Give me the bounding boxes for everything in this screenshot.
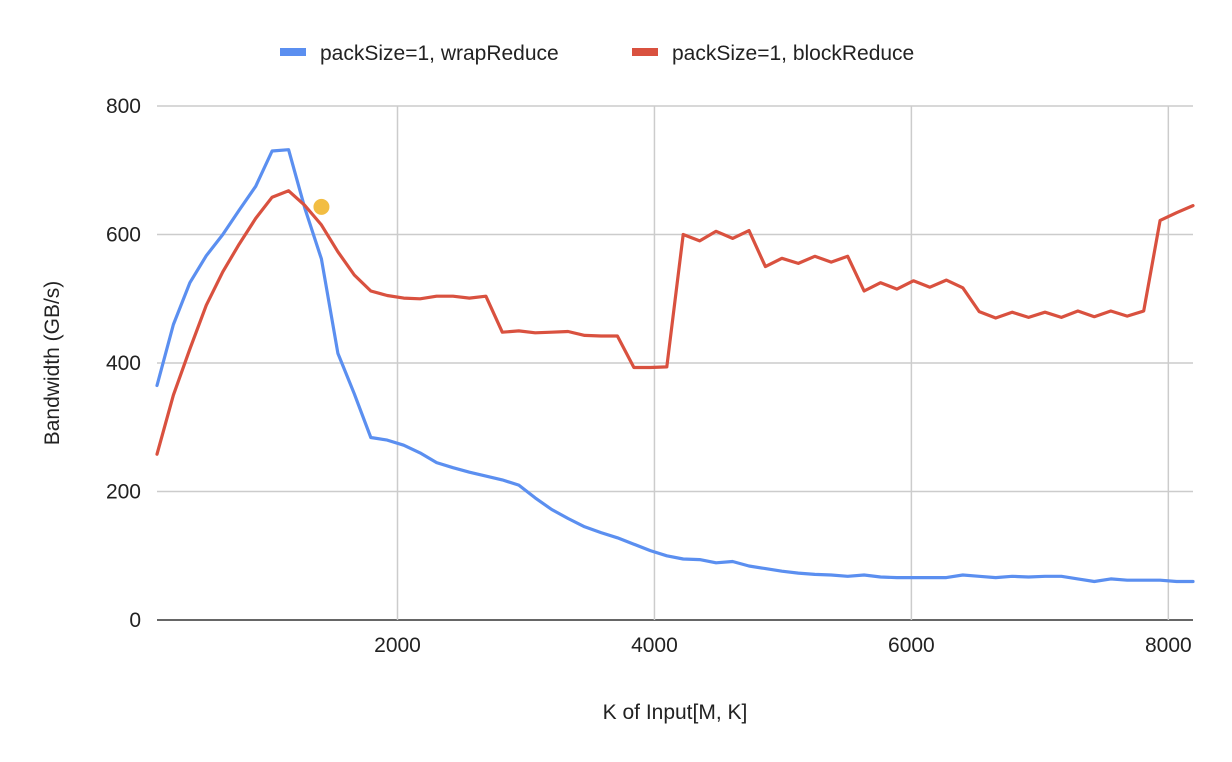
legend-swatch <box>632 48 658 56</box>
legend-item-2: packSize=1, blockReduce <box>632 42 914 65</box>
series-line-2 <box>155 189 1195 456</box>
x-tick-label: 4000 <box>631 634 678 657</box>
y-tick-label: 400 <box>106 352 141 375</box>
x-tick-label: 6000 <box>888 634 935 657</box>
highlight-point <box>313 198 330 215</box>
series-lines <box>155 148 1195 584</box>
y-tick-label: 0 <box>129 609 141 632</box>
y-tick-label: 200 <box>106 481 141 504</box>
legend-label: packSize=1, blockReduce <box>672 42 914 65</box>
legend-swatch <box>280 48 306 56</box>
x-tick-label: 2000 <box>374 634 421 657</box>
y-axis-ticks: 0 200 400 600 800 <box>106 95 141 632</box>
legend: packSize=1, wrapReduce packSize=1, blockR… <box>280 42 914 65</box>
x-axis-title: K of Input[M, K] <box>603 701 748 724</box>
y-tick-label: 600 <box>106 224 141 247</box>
grid-lines <box>157 105 1193 621</box>
annotations <box>313 198 330 215</box>
x-axis-ticks: 2000 4000 6000 8000 <box>374 634 1192 657</box>
x-tick-label: 8000 <box>1145 634 1192 657</box>
legend-item-1: packSize=1, wrapReduce <box>280 42 559 65</box>
y-tick-label: 800 <box>106 95 141 118</box>
y-axis-title: Bandwidth (GB/s) <box>41 281 64 446</box>
legend-label: packSize=1, wrapReduce <box>320 42 559 65</box>
series-line-1 <box>155 148 1195 584</box>
